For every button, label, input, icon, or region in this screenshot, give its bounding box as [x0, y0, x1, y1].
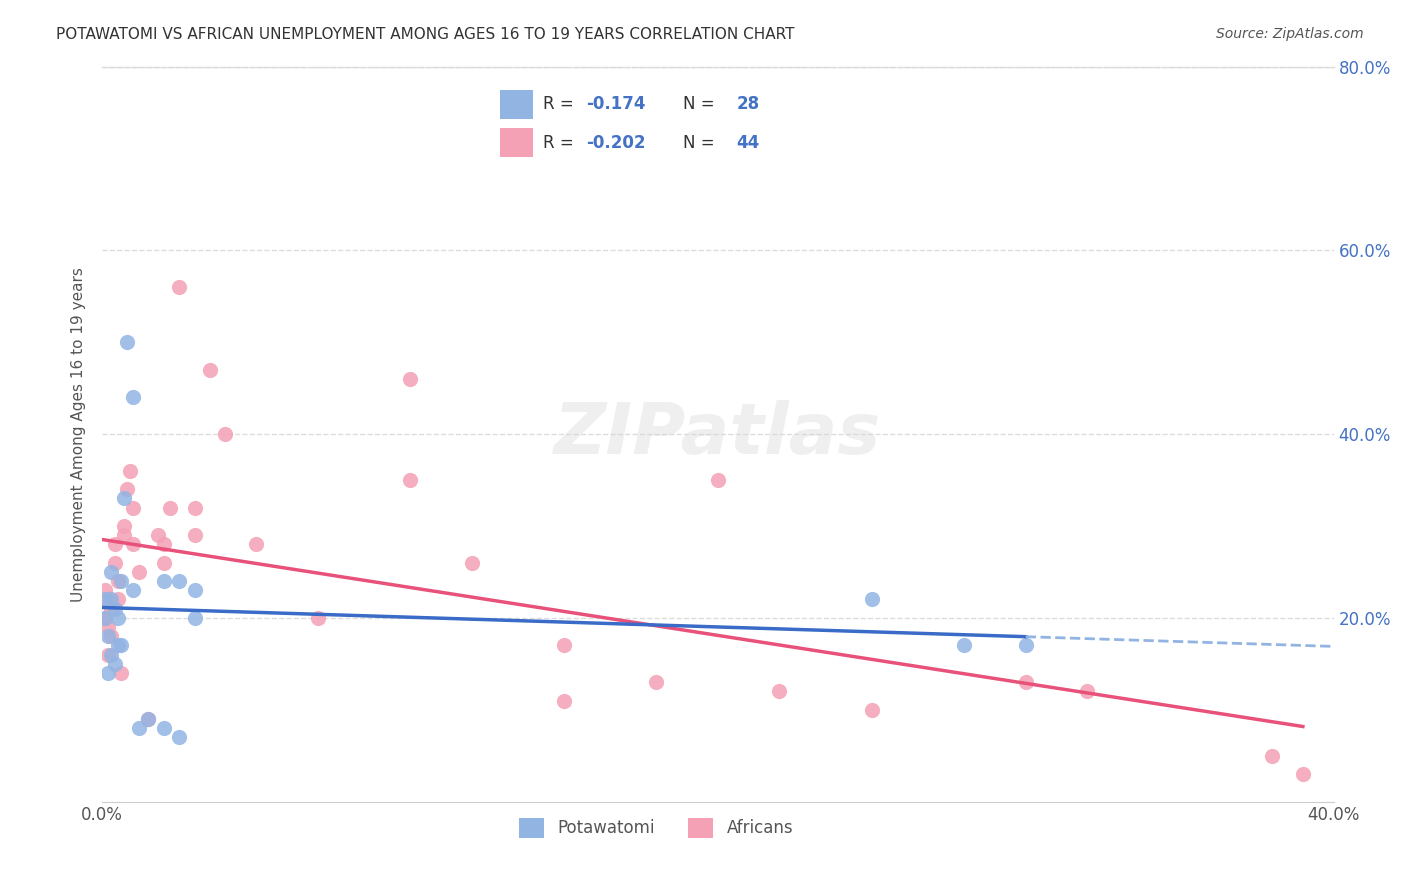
Point	[167, 574, 190, 588]
Point	[860, 703, 883, 717]
Text: ZIPatlas: ZIPatlas	[554, 400, 882, 468]
Point	[100, 629, 122, 643]
Point	[198, 363, 221, 377]
Point	[460, 556, 482, 570]
Point	[1015, 675, 1038, 690]
Point	[115, 482, 138, 496]
Point	[97, 592, 120, 607]
Point	[107, 611, 129, 625]
Point	[103, 657, 125, 671]
Point	[183, 611, 205, 625]
Point	[122, 500, 145, 515]
Point	[307, 611, 329, 625]
Point	[103, 556, 125, 570]
Point	[107, 639, 129, 653]
Point	[110, 639, 132, 653]
Point	[159, 500, 181, 515]
Point	[152, 574, 174, 588]
Point	[146, 528, 169, 542]
Point	[167, 280, 190, 294]
Point	[110, 574, 132, 588]
Point	[152, 721, 174, 735]
Point	[399, 372, 422, 386]
Point	[103, 537, 125, 551]
Point	[953, 639, 976, 653]
Point	[100, 648, 122, 662]
Point	[183, 528, 205, 542]
Text: Source: ZipAtlas.com: Source: ZipAtlas.com	[1216, 27, 1364, 41]
Point	[122, 583, 145, 598]
Point	[553, 693, 575, 707]
Point	[97, 620, 120, 634]
Text: POTAWATOMI VS AFRICAN UNEMPLOYMENT AMONG AGES 16 TO 19 YEARS CORRELATION CHART: POTAWATOMI VS AFRICAN UNEMPLOYMENT AMONG…	[56, 27, 794, 42]
Point	[112, 491, 135, 506]
Point	[167, 731, 190, 745]
Point	[1015, 639, 1038, 653]
Point	[122, 390, 145, 404]
Point	[128, 721, 150, 735]
Point	[94, 592, 117, 607]
Point	[100, 601, 122, 615]
Point	[399, 473, 422, 487]
Point	[94, 611, 117, 625]
Legend: Potawatomi, Africans: Potawatomi, Africans	[513, 811, 800, 845]
Point	[97, 665, 120, 680]
Point	[110, 665, 132, 680]
Point	[183, 583, 205, 598]
Point	[183, 500, 205, 515]
Point	[152, 556, 174, 570]
Point	[118, 464, 141, 478]
Point	[138, 712, 160, 726]
Point	[103, 601, 125, 615]
Point	[214, 427, 236, 442]
Point	[100, 592, 122, 607]
Point	[152, 537, 174, 551]
Point	[245, 537, 267, 551]
Point	[122, 537, 145, 551]
Point	[128, 565, 150, 579]
Point	[112, 519, 135, 533]
Point	[94, 611, 117, 625]
Point	[112, 528, 135, 542]
Point	[1261, 748, 1284, 763]
Y-axis label: Unemployment Among Ages 16 to 19 years: Unemployment Among Ages 16 to 19 years	[72, 267, 86, 601]
Point	[707, 473, 730, 487]
Point	[138, 712, 160, 726]
Point	[768, 684, 790, 698]
Point	[107, 574, 129, 588]
Point	[97, 629, 120, 643]
Point	[97, 648, 120, 662]
Point	[553, 639, 575, 653]
Point	[860, 592, 883, 607]
Point	[94, 583, 117, 598]
Point	[115, 335, 138, 350]
Point	[1076, 684, 1098, 698]
Point	[1292, 767, 1315, 781]
Point	[100, 565, 122, 579]
Point	[645, 675, 668, 690]
Point	[107, 592, 129, 607]
